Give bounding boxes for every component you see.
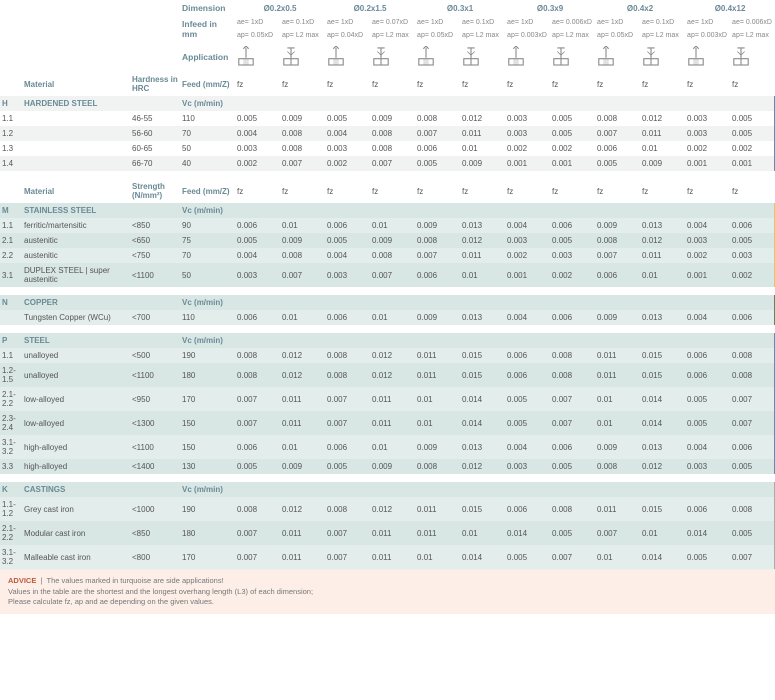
slot-milling-icon [597, 46, 615, 66]
side-milling-icon [372, 46, 390, 66]
slot-milling-icon [507, 46, 525, 66]
advice-line2: Values in the table are the shortest and… [8, 587, 313, 596]
slot-milling-icon [417, 46, 435, 66]
advice-label: ADVICE [8, 576, 36, 585]
slot-milling-icon [687, 46, 705, 66]
slot-milling-icon [237, 46, 255, 66]
cutting-data-table: DimensionØ0.2x0.5Ø0.2x1.5Ø0.3x1Ø0.3x9Ø0.… [0, 0, 775, 569]
side-milling-icon [732, 46, 750, 66]
slot-milling-icon [327, 46, 345, 66]
advice-box: ADVICE | The values marked in turquoise … [0, 569, 775, 614]
side-milling-icon [552, 46, 570, 66]
advice-line3: Please calculate fz, ap and ae depending… [8, 597, 214, 606]
side-milling-icon [642, 46, 660, 66]
side-milling-icon [282, 46, 300, 66]
advice-line1: The values marked in turquoise are side … [47, 576, 224, 585]
side-milling-icon [462, 46, 480, 66]
